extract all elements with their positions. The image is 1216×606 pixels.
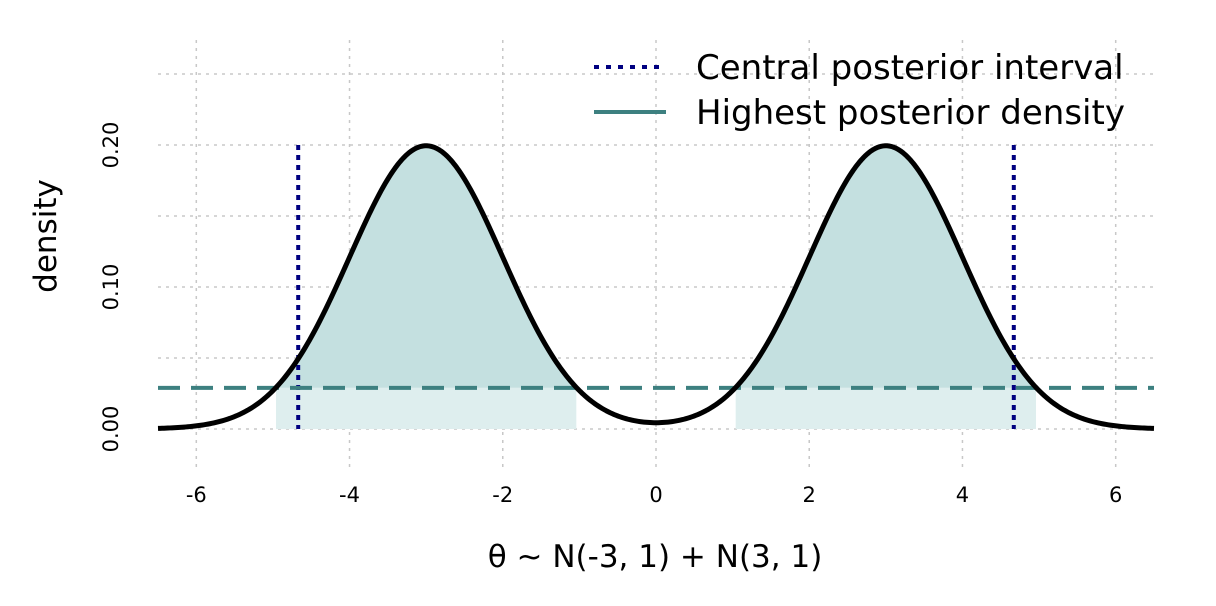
grid-lines: [158, 40, 1154, 470]
x-tick-label: 4: [956, 483, 969, 507]
legend: Central posterior interval Highest poste…: [594, 48, 1125, 133]
y-tick-label: 0.10: [99, 264, 123, 311]
x-tick-label: -6: [186, 483, 207, 507]
x-tick-label: -2: [492, 483, 513, 507]
x-tick-label: 2: [803, 483, 816, 507]
y-axis-title: density: [28, 179, 64, 293]
hpd-fill-lower: [275, 387, 577, 429]
x-tick-label: 6: [1109, 483, 1122, 507]
x-axis-title: θ ~ N(-3, 1) + N(3, 1): [488, 539, 823, 575]
tick-labels: -6 -4 -2 0 2 4 6 0.00 0.10 0.20: [99, 122, 1122, 507]
legend-label-hpd: Highest posterior density: [696, 93, 1125, 133]
legend-label-central-interval: Central posterior interval: [696, 48, 1124, 88]
y-tick-label: 0.20: [99, 122, 123, 169]
hpd-fill-lower: [735, 387, 1037, 429]
x-tick-label: 0: [649, 483, 662, 507]
x-tick-label: -4: [339, 483, 360, 507]
hpd-fill-upper: [735, 145, 1037, 388]
y-tick-label: 0.00: [99, 406, 123, 453]
density-curve: [157, 143, 1155, 431]
hpd-fill-regions: [275, 145, 1037, 429]
chart-lines: [157, 143, 1155, 431]
hpd-fill-upper: [275, 145, 577, 388]
